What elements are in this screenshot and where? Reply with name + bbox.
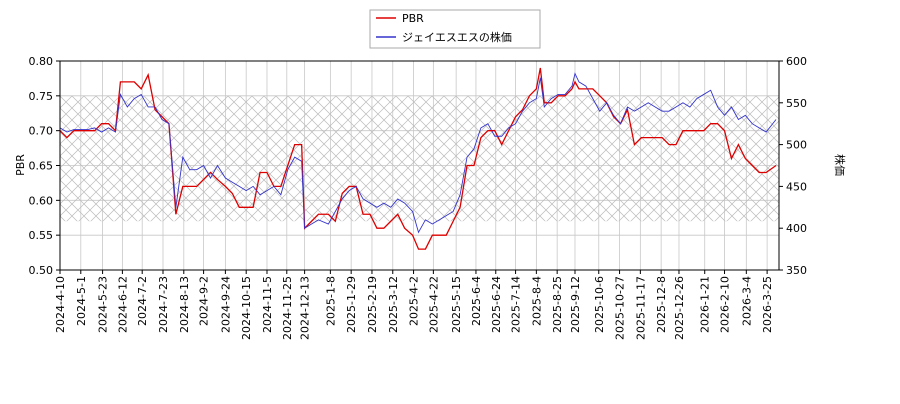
x-tick-label: 2026-1-21 (699, 276, 712, 333)
x-tick-label: 2025-1-29 (345, 276, 358, 333)
x-tick-label: 2024-9-2 (198, 276, 211, 326)
y-tick-label: 0.75 (29, 90, 54, 103)
x-tick-label: 2024-4-10 (54, 276, 67, 333)
x-tick-label: 2025-1-8 (324, 276, 337, 326)
x-tick-label: 2024-5-23 (97, 276, 110, 333)
legend: PBR ジェイエスエスの株価 (369, 9, 541, 49)
y-tick-label: 0.65 (29, 160, 54, 173)
y-tick-label: 0.50 (29, 264, 54, 277)
shaded-range (60, 95, 779, 222)
x-tick-label: 2025-11-17 (634, 276, 647, 340)
x-tick-label: 2025-12-26 (673, 276, 686, 340)
x-tick-label: 2025-9-12 (569, 276, 582, 333)
x-tick-label: 2024-8-13 (178, 276, 191, 333)
y-tick-label: 0.55 (29, 229, 54, 242)
x-tick-label: 2024-7-23 (157, 276, 170, 333)
x-tick-label: 2024-11-25 (281, 276, 294, 340)
y2-tick-label: 450 (786, 180, 807, 193)
series-line (59, 72, 777, 234)
x-tick-label: 2024-5-1 (75, 276, 88, 326)
x-tick-label: 2025-8-25 (551, 276, 564, 333)
y-tick-label: 0.80 (29, 55, 54, 68)
y2-tick-label: 350 (786, 264, 807, 277)
x-tick-label: 2025-6-4 (470, 276, 483, 326)
x-tick-label: 2024-11-5 (261, 276, 274, 333)
y2-tick-label: 400 (786, 222, 807, 235)
legend-label: PBR (402, 12, 424, 25)
x-tick-label: 2025-3-12 (387, 276, 400, 333)
y-tick-label: 0.70 (29, 125, 54, 138)
x-tick-label: 2025-12-8 (655, 276, 668, 333)
y2-tick-label: 600 (786, 55, 807, 68)
x-tick-label: 2024-7-2 (136, 276, 149, 326)
legend-label: ジェイエスエスの株価 (402, 30, 512, 44)
x-tick-label: 2024-6-12 (116, 276, 129, 333)
y-axis-label: PBR (14, 154, 27, 176)
x-tick-label: 2024-9-24 (219, 276, 232, 333)
x-tick-label: 2025-8-4 (530, 276, 543, 326)
y2-tick-label: 500 (786, 139, 807, 152)
x-tick-label: 2025-4-22 (427, 276, 440, 333)
x-tick-label: 2025-4-2 (408, 276, 421, 326)
x-tick-label: 2025-10-27 (614, 276, 627, 340)
x-tick-label: 2025-6-24 (490, 276, 503, 333)
x-tick-label: 2025-7-14 (510, 276, 523, 333)
x-tick-label: 2025-10-6 (593, 276, 606, 333)
series-line (59, 67, 777, 250)
x-tick-label: 2026-3-25 (761, 276, 774, 333)
x-tick-label: 2026-3-4 (740, 276, 753, 326)
x-tick-label: 2024-12-13 (299, 276, 312, 340)
x-tick-label: 2026-2-10 (719, 276, 732, 333)
legend-box (369, 9, 541, 49)
x-tick-label: 2025-5-15 (450, 276, 463, 333)
x-tick-label: 2025-2-19 (366, 276, 379, 333)
y2-tick-label: 550 (786, 97, 807, 110)
x-tick-label: 2024-10-15 (240, 276, 253, 340)
y-tick-label: 0.60 (29, 194, 54, 207)
y2-axis-label: 株価 (833, 154, 847, 176)
